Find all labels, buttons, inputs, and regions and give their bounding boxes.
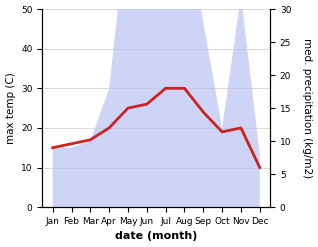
X-axis label: date (month): date (month) — [115, 231, 197, 242]
Y-axis label: max temp (C): max temp (C) — [5, 72, 16, 144]
Y-axis label: med. precipitation (kg/m2): med. precipitation (kg/m2) — [302, 38, 313, 178]
